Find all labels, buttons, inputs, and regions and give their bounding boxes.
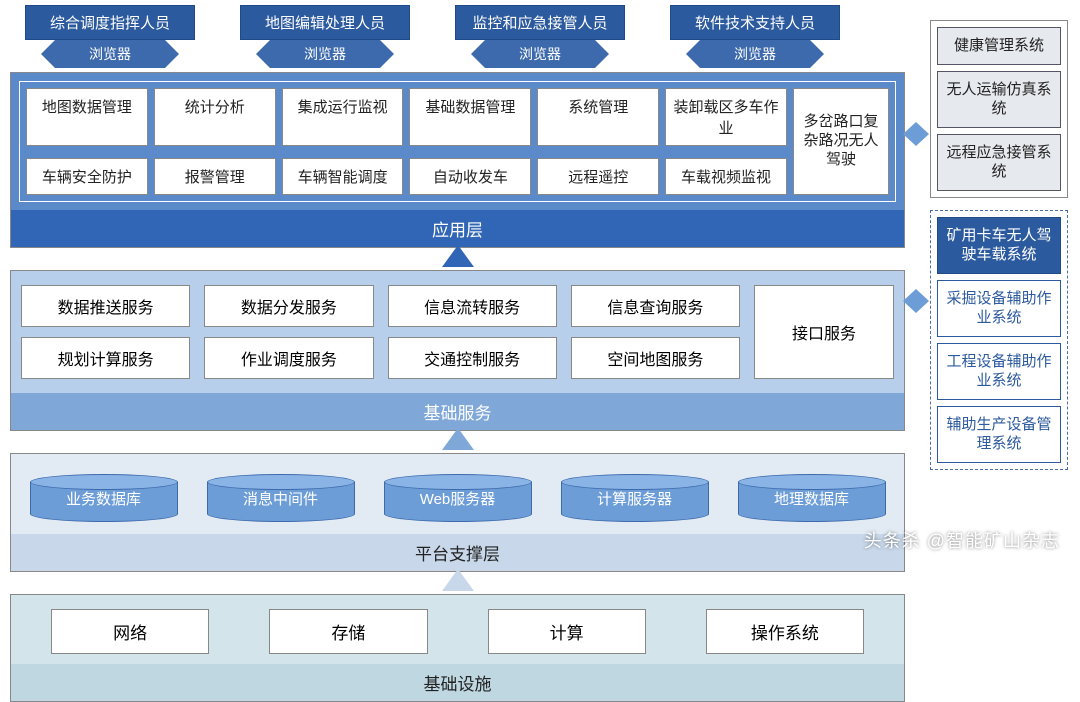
svc-cell: 作业调度服务 bbox=[204, 337, 373, 379]
app-cell-tall: 多岔路口复杂路况无人驾驶 bbox=[793, 88, 889, 195]
cylinder-compute: 计算服务器 bbox=[561, 474, 709, 522]
infra-cell: 计算 bbox=[488, 609, 646, 654]
service-layer: 数据推送服务 数据分发服务 信息流转服务 信息查询服务 规划计算服务 作业调度服… bbox=[10, 270, 905, 431]
svc-cell: 数据推送服务 bbox=[21, 285, 190, 327]
svc-cell-interface: 接口服务 bbox=[754, 285, 894, 379]
app-cell: 车辆智能调度 bbox=[282, 158, 404, 195]
main-architecture: 综合调度指挥人员 浏览器 地图编辑处理人员 浏览器 监控和应急接管人员 浏览器 … bbox=[10, 5, 905, 702]
role-monitor: 监控和应急接管人员 bbox=[455, 5, 625, 40]
app-cell: 集成运行监视 bbox=[282, 88, 404, 146]
cylinder-db: 业务数据库 bbox=[30, 474, 178, 522]
right-systems: 健康管理系统 无人运输仿真系统 远程应急接管系统 矿用卡车无人驾驶车载系统 采掘… bbox=[930, 20, 1068, 482]
app-cell: 远程遥控 bbox=[537, 158, 659, 195]
svc-cell: 空间地图服务 bbox=[571, 337, 740, 379]
app-cell: 系统管理 bbox=[537, 88, 659, 146]
app-cell: 自动收发车 bbox=[409, 158, 531, 195]
cylinder-geo: 地理数据库 bbox=[738, 474, 886, 522]
ext-system: 辅助生产设备管理系统 bbox=[937, 406, 1061, 463]
right-group-top: 健康管理系统 无人运输仿真系统 远程应急接管系统 bbox=[930, 20, 1068, 198]
up-arrow-icon bbox=[442, 245, 474, 267]
plat-layer-title: 平台支撑层 bbox=[11, 534, 904, 571]
browser-tag: 浏览器 bbox=[270, 40, 380, 68]
ext-system: 无人运输仿真系统 bbox=[937, 71, 1061, 128]
application-layer: 地图数据管理 统计分析 集成运行监视 基础数据管理 系统管理 装卸载区多车作业 … bbox=[10, 72, 905, 248]
up-arrow-icon bbox=[442, 569, 474, 591]
app-cell: 基础数据管理 bbox=[409, 88, 531, 146]
up-arrow-icon bbox=[442, 428, 474, 450]
browser-tag: 浏览器 bbox=[55, 40, 165, 68]
cylinder-mq: 消息中间件 bbox=[207, 474, 355, 522]
app-cell: 车辆安全防护 bbox=[26, 158, 148, 195]
ext-system: 工程设备辅助作业系统 bbox=[937, 343, 1061, 400]
role-stack: 监控和应急接管人员 浏览器 bbox=[455, 5, 625, 68]
svc-cell: 交通控制服务 bbox=[388, 337, 557, 379]
browser-tag: 浏览器 bbox=[485, 40, 595, 68]
infrastructure-layer: 网络 存储 计算 操作系统 基础设施 bbox=[10, 594, 905, 702]
svc-cell: 信息流转服务 bbox=[388, 285, 557, 327]
app-body: 地图数据管理 统计分析 集成运行监视 基础数据管理 系统管理 装卸载区多车作业 … bbox=[11, 73, 904, 210]
app-layer-title: 应用层 bbox=[11, 210, 904, 247]
roles-row: 综合调度指挥人员 浏览器 地图编辑处理人员 浏览器 监控和应急接管人员 浏览器 … bbox=[10, 5, 905, 68]
svc-cell: 信息查询服务 bbox=[571, 285, 740, 327]
ext-system: 采掘设备辅助作业系统 bbox=[937, 280, 1061, 337]
app-cell: 统计分析 bbox=[154, 88, 276, 146]
infra-cell: 网络 bbox=[51, 609, 209, 654]
role-stack: 综合调度指挥人员 浏览器 bbox=[25, 5, 195, 68]
svc-layer-title: 基础服务 bbox=[11, 393, 904, 430]
watermark: 头条杀 @智能矿山杂志 bbox=[864, 527, 1060, 553]
infra-cell: 操作系统 bbox=[706, 609, 864, 654]
app-cell: 装卸载区多车作业 bbox=[665, 88, 787, 146]
role-stack: 地图编辑处理人员 浏览器 bbox=[240, 5, 410, 68]
cylinder-web: Web服务器 bbox=[384, 474, 532, 522]
app-cell: 报警管理 bbox=[154, 158, 276, 195]
role-tech-support: 软件技术支持人员 bbox=[670, 5, 840, 40]
app-cell: 地图数据管理 bbox=[26, 88, 148, 146]
role-dispatch: 综合调度指挥人员 bbox=[25, 5, 195, 40]
browser-tag: 浏览器 bbox=[700, 40, 810, 68]
infra-layer-title: 基础设施 bbox=[11, 664, 904, 701]
role-stack: 软件技术支持人员 浏览器 bbox=[670, 5, 840, 68]
platform-layer: 业务数据库 消息中间件 Web服务器 计算服务器 地理数据库 平台支撑层 bbox=[10, 453, 905, 572]
app-inner: 地图数据管理 统计分析 集成运行监视 基础数据管理 系统管理 装卸载区多车作业 … bbox=[19, 81, 896, 202]
right-group-bottom: 矿用卡车无人驾驶车载系统 采掘设备辅助作业系统 工程设备辅助作业系统 辅助生产设… bbox=[930, 210, 1068, 470]
role-map-editor: 地图编辑处理人员 bbox=[240, 5, 410, 40]
bi-arrow-icon bbox=[905, 285, 927, 317]
bi-arrow-icon bbox=[905, 118, 927, 150]
ext-system: 健康管理系统 bbox=[937, 27, 1061, 65]
ext-system: 矿用卡车无人驾驶车载系统 bbox=[937, 217, 1061, 274]
ext-system: 远程应急接管系统 bbox=[937, 134, 1061, 191]
svc-cell: 数据分发服务 bbox=[204, 285, 373, 327]
svc-cell: 规划计算服务 bbox=[21, 337, 190, 379]
app-cell: 车载视频监视 bbox=[665, 158, 787, 195]
infra-cell: 存储 bbox=[269, 609, 427, 654]
